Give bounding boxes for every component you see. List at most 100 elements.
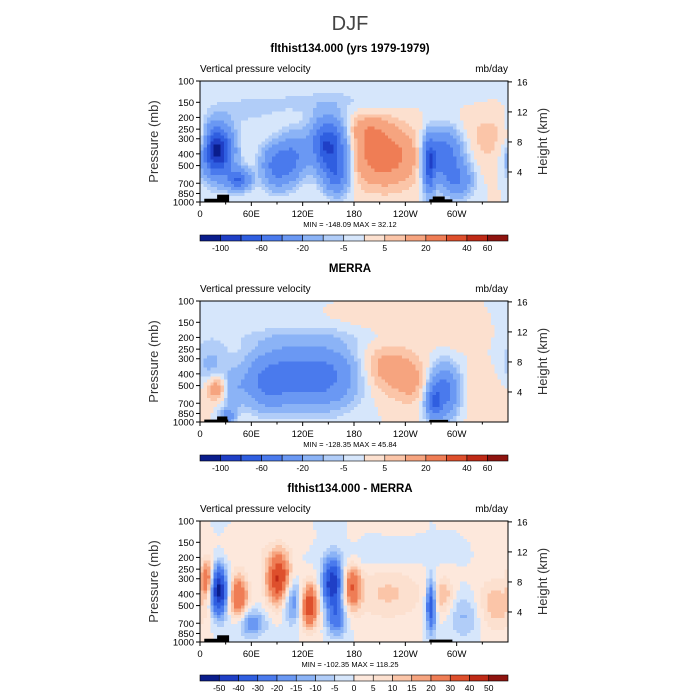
heatmap-cell bbox=[302, 168, 307, 173]
heatmap-cell bbox=[299, 162, 304, 167]
heatmap-cell bbox=[497, 141, 502, 146]
heatmap-cell bbox=[405, 301, 410, 305]
heatmap-cell bbox=[436, 301, 441, 305]
heatmap-cell bbox=[398, 144, 403, 149]
heatmap-cell bbox=[422, 144, 427, 149]
heatmap-cell bbox=[247, 168, 252, 173]
heatmap-cell bbox=[217, 81, 222, 85]
heatmap-cell bbox=[330, 331, 335, 335]
heatmap-cell bbox=[487, 123, 492, 127]
heatmap-cell bbox=[456, 177, 461, 182]
heatmap-cell bbox=[288, 138, 293, 143]
heatmap-cell bbox=[347, 325, 352, 329]
heatmap-cell bbox=[490, 174, 495, 179]
heatmap-cell bbox=[477, 108, 482, 112]
heatmap-cell bbox=[501, 177, 506, 182]
heatmap-cell bbox=[425, 316, 430, 320]
heatmap-cell bbox=[350, 301, 355, 305]
y-tick-label: 300 bbox=[178, 134, 194, 145]
heatmap-cell bbox=[501, 90, 506, 94]
heatmap-cell bbox=[271, 337, 276, 341]
heatmap-cell bbox=[241, 307, 246, 311]
heatmap-cell bbox=[484, 114, 489, 118]
heatmap-cell bbox=[456, 129, 461, 134]
heatmap-cell bbox=[312, 93, 317, 97]
heatmap-cell bbox=[398, 87, 403, 91]
heatmap-cell bbox=[265, 334, 270, 338]
heatmap-cell bbox=[408, 90, 413, 94]
heatmap-cell bbox=[220, 322, 225, 326]
heatmap-cell bbox=[477, 141, 482, 146]
heatmap-cell bbox=[449, 171, 454, 176]
heatmap-cell bbox=[398, 96, 403, 100]
heatmap-cell bbox=[480, 108, 485, 112]
heatmap-cell bbox=[473, 180, 478, 185]
heatmap-cell bbox=[244, 132, 249, 137]
heatmap-cell bbox=[251, 99, 256, 103]
heatmap-cell bbox=[360, 108, 365, 112]
heatmap-cell bbox=[261, 307, 266, 311]
heatmap-cell bbox=[429, 331, 434, 335]
heatmap-cell bbox=[220, 153, 225, 158]
heatmap-cell bbox=[364, 123, 369, 127]
heatmap-cell bbox=[442, 114, 447, 118]
heatmap-cell bbox=[278, 340, 283, 344]
heatmap-cell bbox=[412, 301, 417, 305]
heatmap-cell bbox=[254, 322, 259, 326]
heatmap-cell bbox=[244, 105, 249, 109]
heatmap-cell bbox=[460, 331, 465, 335]
heatmap-cell bbox=[278, 126, 283, 131]
heatmap-cell bbox=[213, 93, 218, 97]
heatmap-cell bbox=[436, 135, 441, 140]
heatmap-cell bbox=[278, 141, 283, 146]
heatmap-cell bbox=[504, 81, 509, 85]
heatmap-cell bbox=[295, 135, 300, 140]
heatmap-cell bbox=[340, 165, 345, 170]
heatmap-cell bbox=[340, 96, 345, 100]
heatmap-cell bbox=[381, 301, 386, 305]
heatmap-cell bbox=[391, 81, 396, 85]
heatmap-cell bbox=[247, 81, 252, 85]
heatmap-cell bbox=[227, 150, 232, 155]
heatmap-cell bbox=[429, 120, 434, 124]
heatmap-cell bbox=[398, 186, 403, 191]
heatmap-cell bbox=[237, 87, 242, 91]
heatmap-cell bbox=[292, 123, 297, 127]
heatmap-cell bbox=[490, 81, 495, 85]
heatmap-cell bbox=[501, 340, 506, 344]
heatmap-cell bbox=[449, 325, 454, 329]
heatmap-cell bbox=[449, 156, 454, 161]
heatmap-cell bbox=[391, 192, 396, 197]
heatmap-cell bbox=[347, 316, 352, 320]
heatmap-cell bbox=[295, 126, 300, 131]
heatmap-cell bbox=[398, 105, 403, 109]
heatmap-cell bbox=[501, 108, 506, 112]
heatmap-cell bbox=[432, 147, 437, 152]
heatmap-cell bbox=[254, 99, 259, 103]
heatmap-cell bbox=[306, 304, 311, 308]
heatmap-cell bbox=[463, 114, 468, 118]
heatmap-cell bbox=[388, 325, 393, 329]
heatmap-cell bbox=[247, 183, 252, 188]
heatmap-cell bbox=[326, 319, 331, 323]
heatmap-cell bbox=[241, 180, 246, 185]
heatmap-cell bbox=[480, 165, 485, 170]
heatmap-cell bbox=[388, 102, 393, 106]
heatmap-cell bbox=[374, 99, 379, 103]
heatmap-cell bbox=[480, 304, 485, 308]
heatmap-cell bbox=[436, 171, 441, 176]
heatmap-cell bbox=[456, 316, 461, 320]
heatmap-cell bbox=[388, 114, 393, 118]
heatmap-cell bbox=[504, 165, 509, 170]
heatmap-cell bbox=[230, 183, 235, 188]
heatmap-cell bbox=[477, 301, 482, 305]
heatmap-cell bbox=[343, 307, 348, 311]
heatmap-cell bbox=[360, 132, 365, 137]
heatmap-cell bbox=[398, 174, 403, 179]
heatmap-cell bbox=[460, 304, 465, 308]
heatmap-cell bbox=[398, 114, 403, 118]
heatmap-cell bbox=[244, 192, 249, 197]
heatmap-cell bbox=[220, 114, 225, 118]
heatmap-cell bbox=[227, 328, 232, 332]
heatmap-cell bbox=[244, 93, 249, 97]
